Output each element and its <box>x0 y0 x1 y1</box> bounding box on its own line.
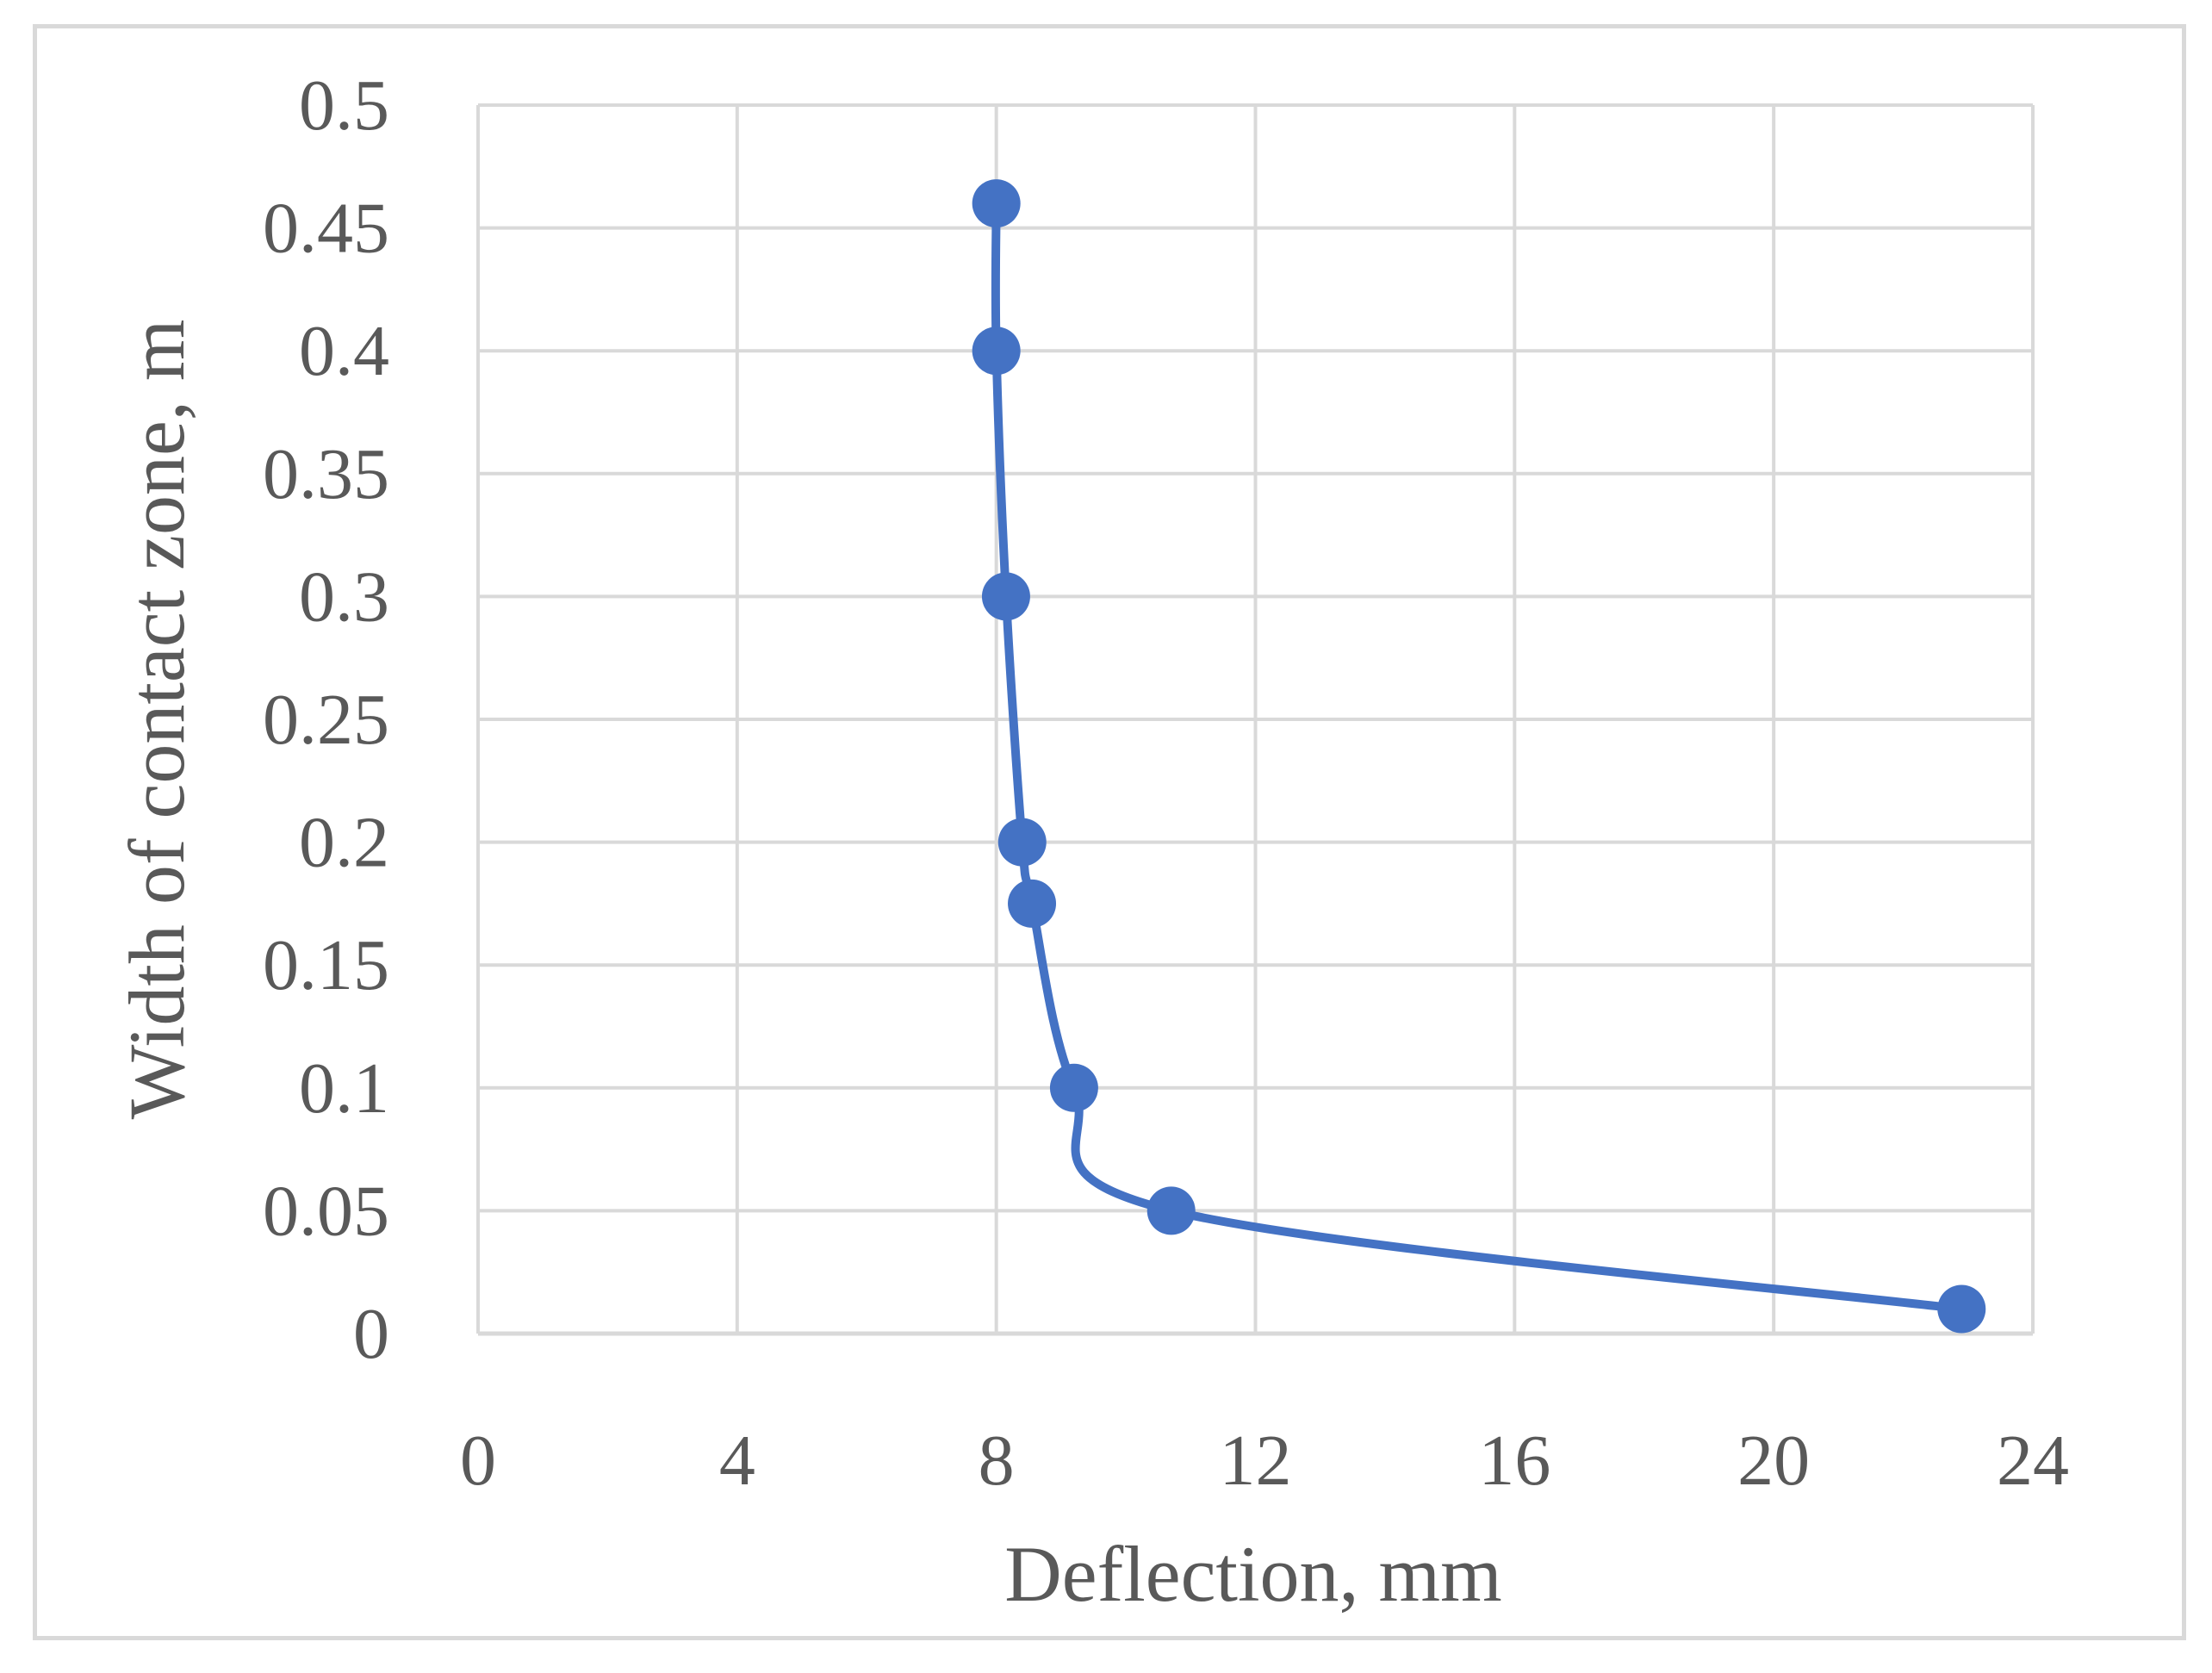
data-point <box>997 818 1047 867</box>
y-tick-label: 0.35 <box>263 434 389 514</box>
data-point <box>1049 1063 1098 1112</box>
y-tick-label: 0.05 <box>263 1171 389 1251</box>
y-tick-label: 0.1 <box>299 1048 389 1129</box>
x-tick-labels: 0 4 8 12 16 20 24 <box>460 1421 2069 1501</box>
x-tick-label: 16 <box>1478 1421 1550 1501</box>
y-tick-label: 0.3 <box>299 557 389 637</box>
y-tick-label: 0.4 <box>299 311 389 391</box>
x-tick-label: 12 <box>1220 1421 1292 1501</box>
x-tick-label: 4 <box>719 1421 755 1501</box>
x-tick-label: 24 <box>1997 1421 2069 1501</box>
chart-frame <box>33 24 2186 1640</box>
series <box>991 199 1967 1314</box>
y-tick-label: 0.45 <box>263 189 389 269</box>
x-tick-label: 8 <box>979 1421 1015 1501</box>
y-tick-label: 0.15 <box>263 925 389 1005</box>
data-point <box>1937 1284 1986 1334</box>
data-point <box>972 179 1021 228</box>
data-point <box>972 327 1021 376</box>
data-point <box>1008 879 1057 928</box>
data-point <box>981 572 1030 621</box>
y-axis-title: Width of contact zone, m <box>113 320 201 1120</box>
x-tick-label: 0 <box>460 1421 496 1501</box>
y-tick-label: 0.2 <box>299 803 389 883</box>
x-tick-label: 20 <box>1737 1421 1810 1501</box>
y-tick-label: 0.5 <box>299 65 389 146</box>
data-point <box>1146 1186 1196 1235</box>
x-axis-title: Deflection, mm <box>1004 1530 1501 1618</box>
y-tick-label: 0 <box>353 1294 389 1374</box>
grid <box>476 103 2035 1334</box>
y-tick-label: 0.25 <box>263 680 389 760</box>
data-points <box>972 179 1986 1334</box>
series-line <box>991 199 1967 1314</box>
y-tick-labels: 0 0.05 0.1 0.15 0.2 0.25 0.3 0.35 0.4 0.45 0.5 <box>263 65 389 1374</box>
